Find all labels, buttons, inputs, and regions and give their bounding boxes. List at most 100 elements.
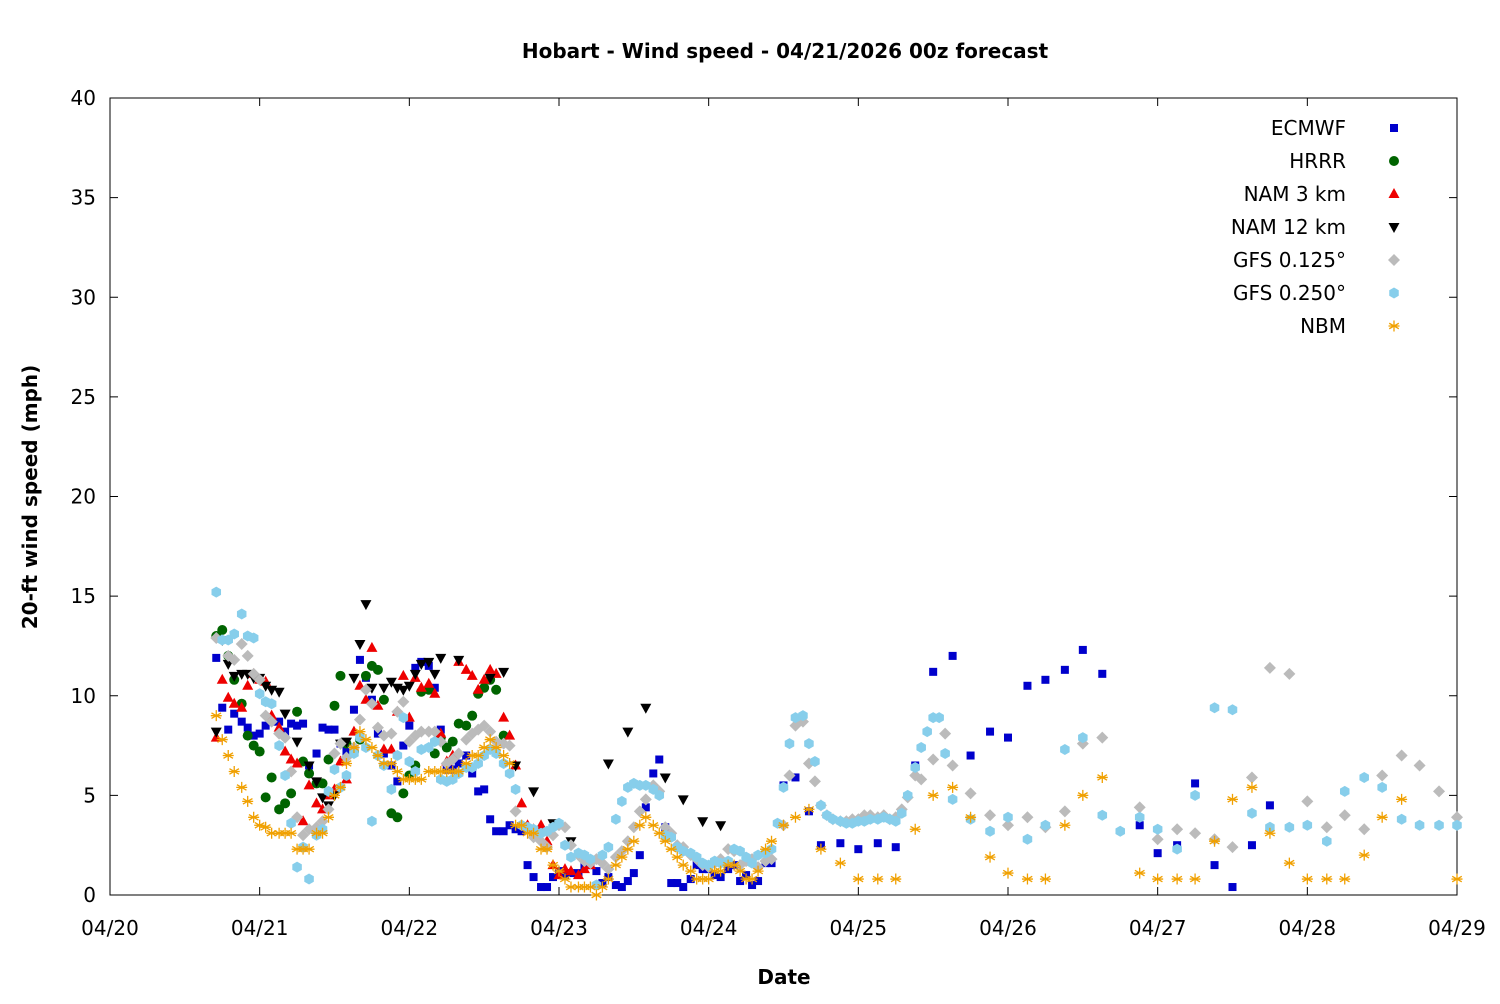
point-gfs-0-250 [1247,807,1257,819]
point-nbm [1358,849,1370,861]
point-nam-3-km [297,815,309,826]
point-ecmwf [224,725,233,734]
point-ecmwf [293,721,302,730]
point-nbm [516,819,528,831]
point-gfs-0-125 [602,863,615,876]
point-ecmwf [1153,849,1162,858]
point-ecmwf [673,879,682,888]
point-nam-12-km [403,681,415,692]
point-gfs-0-250 [554,817,564,829]
point-gfs-0-250 [591,879,602,891]
point-nbm [1059,819,1071,831]
point-hrrr [491,684,502,695]
point-gfs-0-250 [560,839,570,851]
point-gfs-0-250 [323,785,334,797]
point-hrrr [461,720,472,731]
point-hrrr [378,694,389,705]
point-gfs-0-250 [1302,819,1313,831]
point-nbm [1321,873,1333,885]
point-nbm [303,843,315,855]
point-gfs-0-125 [365,697,378,710]
point-nbm [553,865,565,877]
point-gfs-0-250 [617,795,627,807]
point-nbm [466,750,478,762]
point-nbm [453,765,465,777]
point-gfs-0-250 [349,748,359,760]
point-gfs-0-125 [808,775,821,788]
point-gfs-0-250 [1115,825,1126,837]
point-nbm [815,843,827,855]
point-hrrr [329,700,340,711]
point-gfs-0-250 [798,710,808,722]
point-gfs-0-125 [1413,759,1426,772]
point-nbm [659,835,671,847]
point-ecmwf [480,785,489,794]
point-nbm [778,819,789,831]
legend-label-nam-3-km: NAM 3 km [1244,182,1346,206]
point-nbm [1301,873,1313,885]
point-nbm [789,811,801,823]
point-gfs-0-250 [910,761,920,773]
point-gfs-0-125 [334,737,347,750]
point-gfs-0-125 [328,747,341,760]
point-nbm [1227,793,1238,805]
point-gfs-0-250 [1134,811,1145,823]
point-gfs-0-250 [1003,811,1013,823]
x-tick-label: 04/21 [231,916,289,940]
point-nbm [547,859,559,871]
point-gfs-0-125 [503,739,516,752]
point-gfs-0-250 [1190,789,1200,801]
point-gfs-0-125 [1021,811,1034,824]
point-nbm [760,843,772,855]
point-gfs-0-125 [509,805,522,818]
point-nbm [216,734,228,746]
point-gfs-0-250 [934,712,944,724]
point-gfs-0-250 [274,740,284,752]
point-nbm [1077,789,1089,801]
point-gfs-0-250 [1227,704,1238,716]
point-ecmwf [854,845,863,854]
y-tick-label: 40 [71,86,96,110]
point-gfs-0-125 [1133,801,1146,814]
point-nbm [722,859,734,871]
point-nam-3-km [385,743,397,754]
point-ecmwf [986,727,995,736]
point-nam-12-km [423,657,435,668]
point-ecmwf [649,769,658,778]
point-gfs-0-125 [241,649,254,662]
point-gfs-0-125 [964,787,977,800]
point-nbm [334,781,346,793]
point-nam-3-km [397,669,409,680]
point-nbm [572,881,584,893]
point-gfs-0-250 [404,756,415,768]
point-nbm [890,873,902,885]
point-nbm [372,750,384,762]
point-ecmwf [754,877,763,886]
point-nbm [709,865,721,877]
point-ecmwf [891,843,900,852]
point-nbm [354,726,366,738]
point-nam-12-km [311,777,323,788]
point-nam-12-km [715,821,727,832]
y-tick-label: 35 [71,186,96,210]
point-hrrr [398,788,409,799]
point-nbm [510,819,522,831]
point-nam-12-km [435,653,447,664]
point-gfs-0-250 [1322,835,1332,847]
point-nbm [872,873,884,885]
point-ecmwf [523,861,532,870]
point-hrrr [392,812,403,823]
point-gfs-0-250 [254,688,265,700]
point-nbm [484,734,496,746]
point-gfs-0-125 [1301,795,1314,808]
point-gfs-0-125 [939,727,952,740]
point-nam-12-km [366,683,378,694]
point-ecmwf [623,877,632,886]
point-gfs-0-250 [1396,813,1407,825]
point-nam-3-km [423,677,435,688]
point-gfs-0-250 [280,769,290,781]
point-nbm [522,827,534,839]
legend-marker-nbm [1388,320,1400,332]
point-nbm [498,750,510,762]
point-gfs-0-250 [1359,771,1369,783]
